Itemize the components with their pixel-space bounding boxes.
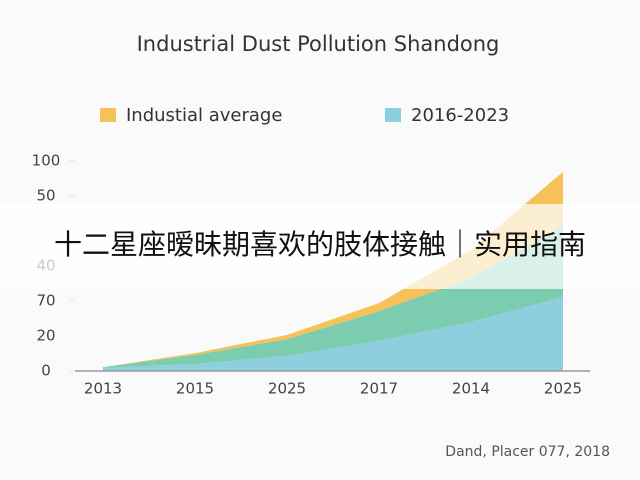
y-tick-label: 0 (41, 362, 51, 380)
y-tick-label: 70 (36, 292, 55, 310)
x-tick-label: 2025 (544, 380, 582, 398)
x-tick-label: 2013 (84, 380, 122, 398)
x-tick-label: 2025 (268, 380, 306, 398)
y-tick-label: 20 (36, 327, 55, 345)
legend-swatch (385, 108, 401, 122)
legend-label: Industial average (126, 105, 282, 126)
x-tick-label: 2014 (452, 380, 490, 398)
legend-label: 2016-2023 (411, 105, 509, 126)
source: Dand, Placer 077, 2018 (445, 444, 610, 460)
overlay-text: 十二星座暧昧期喜欢的肢体接触｜实用指南 (54, 228, 586, 261)
x-tick-label: 2015 (176, 380, 214, 398)
area (103, 225, 563, 368)
y-tick-label: 100 (32, 152, 61, 170)
overlay-banner (0, 204, 640, 289)
y-tick-label: 50 (36, 187, 55, 205)
area (103, 297, 563, 371)
chart-title: Industrial Dust Pollution Shandong (137, 32, 500, 56)
x-tick-label: 2017 (360, 380, 398, 398)
legend-swatch (100, 108, 116, 122)
